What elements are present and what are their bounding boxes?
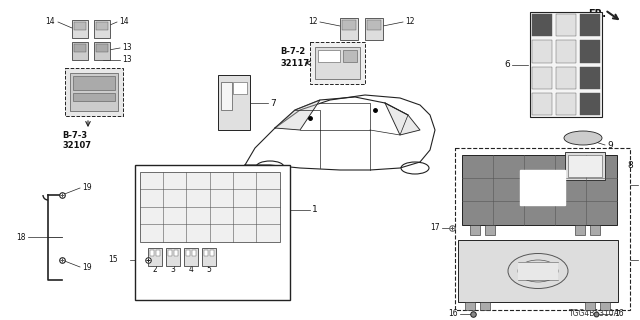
Text: FR.: FR. <box>588 9 606 19</box>
Bar <box>470 225 480 235</box>
Bar <box>65 68 123 116</box>
Polygon shape <box>385 103 420 135</box>
Text: 32117: 32117 <box>280 59 309 68</box>
Bar <box>532 67 552 89</box>
Text: 12: 12 <box>308 17 318 26</box>
Bar <box>600 302 610 310</box>
Bar <box>150 250 154 256</box>
Bar <box>520 170 565 205</box>
Bar <box>455 148 630 310</box>
Bar <box>365 18 383 40</box>
Bar <box>580 67 600 89</box>
Text: 14: 14 <box>45 17 55 26</box>
Bar <box>210 250 214 256</box>
Bar <box>156 250 160 256</box>
Bar <box>166 248 180 266</box>
Text: 8: 8 <box>627 162 633 171</box>
Text: 14: 14 <box>119 17 129 26</box>
Text: 2: 2 <box>152 266 157 275</box>
Bar <box>204 250 208 256</box>
Text: 6: 6 <box>504 60 510 69</box>
Bar <box>556 14 576 36</box>
Text: B-7-3: B-7-3 <box>62 131 87 140</box>
Bar <box>192 250 196 256</box>
Bar <box>532 93 552 115</box>
Bar <box>94 42 110 60</box>
Text: 13: 13 <box>122 44 132 52</box>
Text: 9: 9 <box>607 140 612 149</box>
Bar <box>556 67 576 89</box>
Bar <box>556 40 576 62</box>
Bar <box>532 40 552 62</box>
Text: 19: 19 <box>82 182 92 191</box>
Bar <box>458 240 618 302</box>
Bar <box>485 225 495 235</box>
Bar <box>318 50 340 62</box>
Bar <box>315 47 360 79</box>
Bar <box>585 302 595 310</box>
Bar <box>480 302 490 310</box>
Bar <box>174 250 178 256</box>
Bar <box>342 20 356 30</box>
Text: 15: 15 <box>108 255 118 265</box>
Bar <box>340 18 358 40</box>
Bar <box>343 50 357 62</box>
Text: B-7-2: B-7-2 <box>280 47 305 57</box>
Text: 12: 12 <box>405 17 415 26</box>
Bar <box>556 93 576 115</box>
Bar <box>72 20 88 38</box>
Text: 1: 1 <box>312 205 317 214</box>
Bar <box>568 155 602 177</box>
Bar <box>580 14 600 36</box>
Bar <box>186 250 190 256</box>
Bar <box>530 12 602 117</box>
Bar <box>518 262 558 280</box>
Bar <box>140 172 280 242</box>
Bar <box>74 44 86 52</box>
Text: 18: 18 <box>17 233 26 242</box>
Polygon shape <box>275 100 320 130</box>
Bar <box>73 76 115 90</box>
Bar <box>462 155 617 225</box>
Bar <box>590 225 600 235</box>
Bar <box>72 42 88 60</box>
Text: 32107: 32107 <box>62 140 91 149</box>
Bar <box>184 248 198 266</box>
Bar <box>532 14 552 36</box>
Bar <box>218 75 250 130</box>
Bar <box>221 82 232 110</box>
Bar <box>96 22 108 30</box>
Bar <box>580 40 600 62</box>
Bar <box>168 250 172 256</box>
Text: 5: 5 <box>207 266 211 275</box>
Bar <box>367 20 381 30</box>
Bar <box>310 42 365 84</box>
Bar <box>465 302 475 310</box>
Text: 7: 7 <box>270 99 276 108</box>
Text: 17: 17 <box>430 223 440 233</box>
Text: 3: 3 <box>171 266 175 275</box>
Text: TGG4B1310A: TGG4B1310A <box>569 308 620 317</box>
Bar <box>135 165 290 300</box>
Bar <box>565 152 605 180</box>
Bar <box>73 93 115 101</box>
Bar <box>148 248 162 266</box>
Bar <box>70 73 118 111</box>
Bar <box>74 22 86 30</box>
Ellipse shape <box>564 131 602 145</box>
Text: 19: 19 <box>82 262 92 271</box>
Bar <box>94 20 110 38</box>
Text: 13: 13 <box>122 55 132 65</box>
Bar <box>575 225 585 235</box>
Text: 16: 16 <box>449 309 458 318</box>
Text: 16: 16 <box>614 309 623 318</box>
Bar <box>580 93 600 115</box>
Bar <box>233 82 247 94</box>
Bar <box>202 248 216 266</box>
Bar <box>96 44 108 52</box>
Text: 4: 4 <box>189 266 193 275</box>
